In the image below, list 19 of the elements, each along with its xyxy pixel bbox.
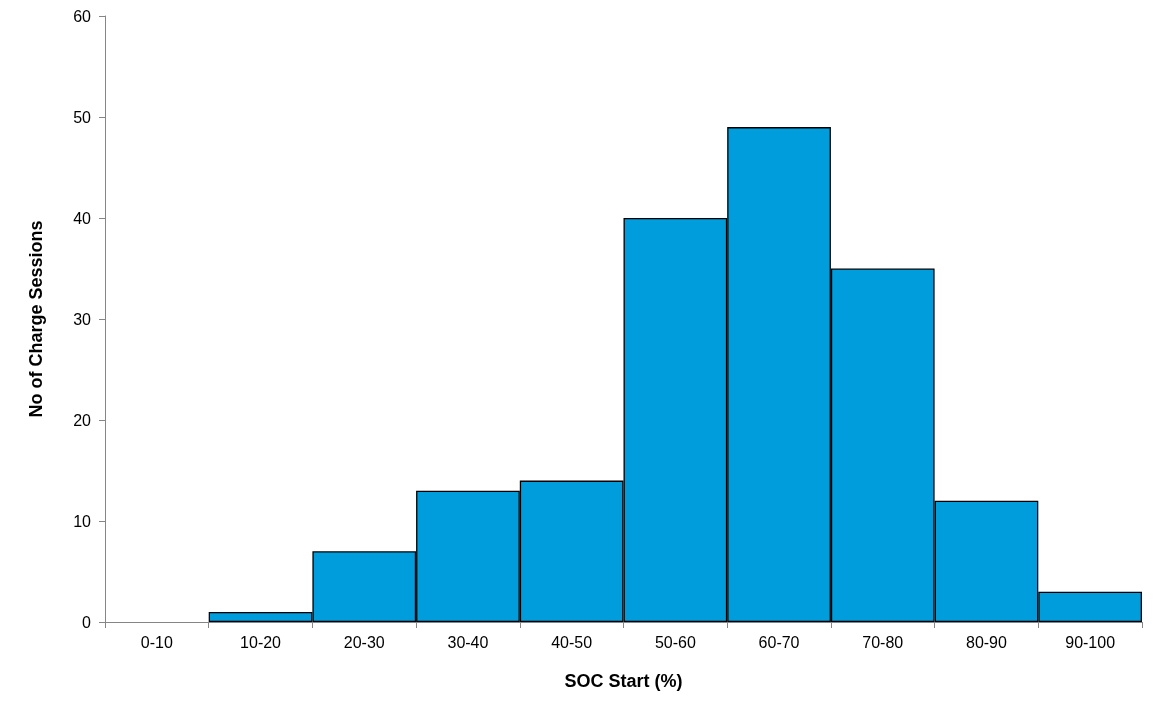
x-tick-label: 70-80	[862, 633, 904, 651]
x-tick-label: 40-50	[551, 633, 593, 651]
y-tick-label: 20	[73, 411, 92, 429]
x-tick-label: 10-20	[240, 633, 282, 651]
y-tick-label: 60	[73, 7, 92, 25]
y-tick-label: 10	[73, 512, 92, 530]
x-tick-label: 50-60	[654, 633, 696, 651]
y-tick-label: 30	[73, 310, 92, 328]
y-tick-label: 0	[82, 613, 92, 631]
x-axis-title: SOC Start (%)	[564, 671, 683, 691]
y-tick-label: 50	[73, 108, 92, 126]
x-tick-label: 0-10	[140, 633, 173, 651]
x-tick-label: 60-70	[758, 633, 800, 651]
x-tick-label: 20-30	[343, 633, 385, 651]
y-axis-title: No of Charge Sessions	[26, 220, 46, 418]
x-tick-label: 80-90	[965, 633, 1008, 651]
x-tick-label: 90-100	[1065, 633, 1116, 651]
x-tick-label: 30-40	[447, 633, 489, 651]
y-tick-label: 40	[73, 209, 92, 227]
